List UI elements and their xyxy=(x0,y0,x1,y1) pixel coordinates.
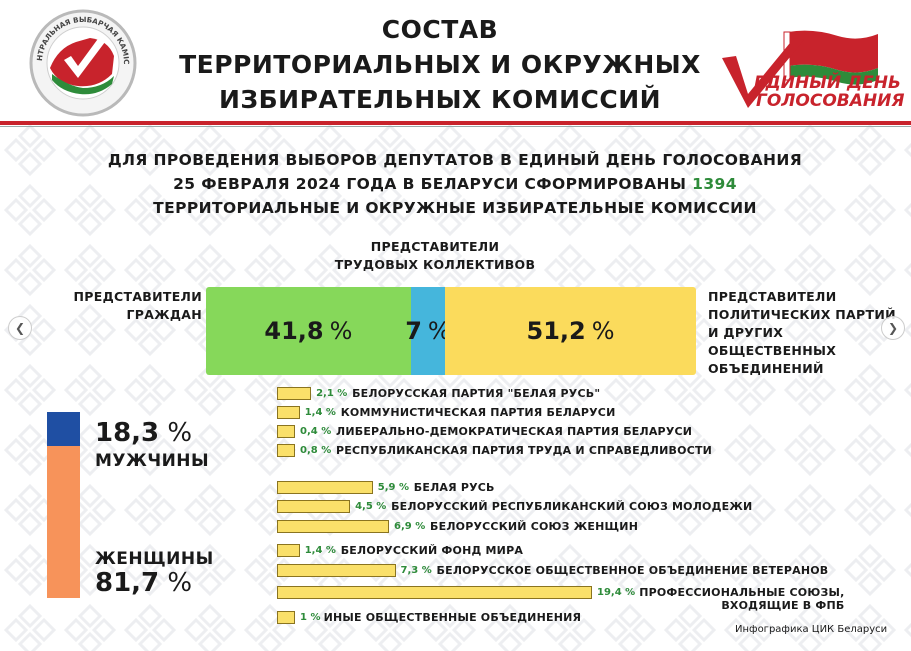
breakdown-value: 6,9 % xyxy=(394,521,426,532)
breakdown-label: БЕЛОРУССКИЙ РЕСПУБЛИКАНСКИЙ СОЮЗ МОЛОДЕЖ… xyxy=(391,500,753,513)
subtitle-line-2: 25 ФЕВРАЛЯ 2024 ГОДА В БЕЛАРУСИ СФОРМИРО… xyxy=(50,172,860,196)
breakdown-value: 1 % xyxy=(300,612,321,623)
bar-unit-parties: % xyxy=(591,317,615,345)
carousel-prev-button[interactable]: ❮ xyxy=(8,316,32,340)
voting-day-logo-line-2: ГОЛОСОВАНИЯ xyxy=(756,91,904,111)
bar-value-labor: 7 xyxy=(405,317,422,345)
women-value-unit: % xyxy=(167,568,193,598)
subtitle-line-3: ТЕРРИТОРИАЛЬНЫЕ И ОКРУЖНЫЕ ИЗБИРАТЕЛЬНЫЕ… xyxy=(153,199,757,217)
breakdown-value: 1,4 % xyxy=(304,407,336,418)
label-labor-line-1: ПРЕДСТАВИТЕЛИ xyxy=(370,239,500,254)
label-parties-line-1: ПРЕДСТАВИТЕЛИ xyxy=(708,289,837,304)
men-value-number: 18,3 xyxy=(95,418,160,448)
breakdown-label: БЕЛОРУССКИЙ СОЮЗ ЖЕНЩИН xyxy=(430,520,639,533)
subtitle-line-2-text: 25 ФЕВРАЛЯ 2024 ГОДА В БЕЛАРУСИ СФОРМИРО… xyxy=(173,175,687,193)
breakdown-bar xyxy=(277,387,312,400)
voting-day-logo: ЕДИНЫЙ ДЕНЬ ГОЛОСОВАНИЯ xyxy=(722,30,904,111)
women-value-number: 81,7 xyxy=(95,568,160,598)
breakdown-value: 5,9 % xyxy=(377,482,410,493)
label-citizens-line-1: ПРЕДСТАВИТЕЛИ xyxy=(73,289,202,304)
breakdown-bar xyxy=(277,500,351,513)
breakdown-value: 1,4 % xyxy=(304,545,336,556)
women-label: ЖЕНЩИНЫ xyxy=(95,549,214,569)
breakdown-bar xyxy=(277,481,373,494)
carousel-next-button[interactable]: ❯ xyxy=(881,316,905,340)
breakdown-value: 4,5 % xyxy=(355,501,387,512)
commission-count: 1394 xyxy=(692,175,737,193)
chevron-left-icon: ❮ xyxy=(14,321,26,335)
label-citizens: ПРЕДСТАВИТЕЛИ ГРАЖДАН xyxy=(72,288,202,324)
bar-value-citizens: 41,8 xyxy=(264,317,324,345)
label-labor-line-2: ТРУДОВЫХ КОЛЛЕКТИВОВ xyxy=(334,257,536,272)
label-parties-line-4: ОБЩЕСТВЕННЫХ xyxy=(708,343,837,358)
breakdown-bar xyxy=(277,520,390,533)
breakdown-bar xyxy=(277,544,300,557)
label-parties-line-3: И ДРУГИХ xyxy=(708,325,784,340)
breakdown-label-line: ПРОФЕССИОНАЛЬНЫЕ СОЮЗЫ, xyxy=(639,586,845,599)
breakdown-label: КОММУНИСТИЧЕСКАЯ ПАРТИЯ БЕЛАРУСИ xyxy=(340,406,616,419)
label-citizens-line-2: ГРАЖДАН xyxy=(126,307,202,322)
men-value-unit: % xyxy=(167,418,193,448)
breakdown-label: БЕЛОРУССКОЕ ОБЩЕСТВЕННОЕ ОБЪЕДИНЕНИЕ ВЕТ… xyxy=(436,564,829,577)
title-line-2: ТЕРРИТОРИАЛЬНЫХ И ОКРУЖНЫХ xyxy=(179,50,701,79)
subtitle-line-1: ДЛЯ ПРОВЕДЕНИЯ ВЫБОРОВ ДЕПУТАТОВ В ЕДИНЫ… xyxy=(107,151,803,169)
breakdown-bar xyxy=(277,611,295,624)
breakdown-bar xyxy=(277,425,295,438)
bar-segment-citizens: 41,8% xyxy=(206,287,411,375)
breakdown-value: 0,4 % xyxy=(300,426,332,437)
gender-segment-men xyxy=(47,412,80,447)
header-divider-gray xyxy=(0,126,911,127)
breakdown-label: БЕЛОРУССКИЙ ФОНД МИРА xyxy=(340,544,524,557)
breakdown-label: РЕСПУБЛИКАНСКАЯ ПАРТИЯ ТРУДА И СПРАВЕДЛИ… xyxy=(336,444,713,457)
bar-value-parties: 51,2 xyxy=(526,317,586,345)
bar-unit-citizens: % xyxy=(329,317,353,345)
men-label: МУЖЧИНЫ xyxy=(95,451,210,471)
breakdown-bar xyxy=(277,586,592,599)
label-parties-line-5: ОБЪЕДИНЕНИЙ xyxy=(708,361,824,376)
gender-segment-women xyxy=(47,446,80,598)
breakdown-bar xyxy=(277,444,295,457)
breakdown-value: 0,8 % xyxy=(300,445,332,456)
title-line-1: СОСТАВ xyxy=(381,15,499,44)
label-parties: ПРЕДСТАВИТЕЛИ ПОЛИТИЧЕСКИХ ПАРТИЙ И ДРУГ… xyxy=(708,288,908,378)
breakdown-label: БЕЛОРУССКАЯ ПАРТИЯ "БЕЛАЯ РУСЬ" xyxy=(352,387,601,400)
men-value: 18,3 % xyxy=(95,418,192,448)
breakdown-label: БЕЛАЯ РУСЬ xyxy=(413,481,495,494)
header-divider-red xyxy=(0,121,911,125)
breakdown-label-line: ВХОДЯЩИЕ В ФПБ xyxy=(721,599,845,612)
gender-stacked-bar xyxy=(47,412,80,598)
breakdown-label: ЛИБЕРАЛЬНО-ДЕМОКРАТИЧЕСКАЯ ПАРТИЯ БЕЛАРУ… xyxy=(336,425,693,438)
subtitle: ДЛЯ ПРОВЕДЕНИЯ ВЫБОРОВ ДЕПУТАТОВ В ЕДИНЫ… xyxy=(50,148,860,220)
bar-segment-parties: 51,2% xyxy=(445,287,696,375)
breakdown-label: ПРОФЕССИОНАЛЬНЫЕ СОЮЗЫ, ВХОДЯЩИЕ В ФПБ xyxy=(639,586,844,612)
breakdown-bar xyxy=(277,406,300,419)
breakdown-bar xyxy=(277,564,396,577)
voting-day-logo-line-1: ЕДИНЫЙ ДЕНЬ xyxy=(754,71,901,93)
source-caption: Инфографика ЦИК Беларуси xyxy=(735,624,888,635)
title-line-3: ИЗБИРАТЕЛЬНЫХ КОМИССИЙ xyxy=(218,85,662,114)
label-parties-line-2: ПОЛИТИЧЕСКИХ ПАРТИЙ xyxy=(708,307,896,322)
background-ornament xyxy=(0,120,911,651)
bar-unit-labor: % xyxy=(427,317,451,345)
breakdown-label: ИНЫЕ ОБЩЕСТВЕННЫЕ ОБЪЕДИНЕНИЯ xyxy=(323,611,582,624)
chevron-right-icon: ❯ xyxy=(887,321,899,335)
bar-segment-labor: 7% xyxy=(405,287,451,375)
cec-logo: ЦЕНТРАЛЬНАЯ ВЫБАРЧАЯ КАМІСІЯ xyxy=(28,8,137,117)
breakdown-value: 2,1 % xyxy=(316,388,348,399)
breakdown-value: 19,4 % xyxy=(597,587,636,598)
composition-stacked-bar: 41,8% 7% 51,2% xyxy=(206,287,696,375)
women-value: 81,7 % xyxy=(95,568,192,598)
label-labor: ПРЕДСТАВИТЕЛИ ТРУДОВЫХ КОЛЛЕКТИВОВ xyxy=(320,238,550,274)
breakdown-value: 7,3 % xyxy=(400,565,432,576)
page-title: СОСТАВ ТЕРРИТОРИАЛЬНЫХ И ОКРУЖНЫХ ИЗБИРА… xyxy=(150,12,730,117)
